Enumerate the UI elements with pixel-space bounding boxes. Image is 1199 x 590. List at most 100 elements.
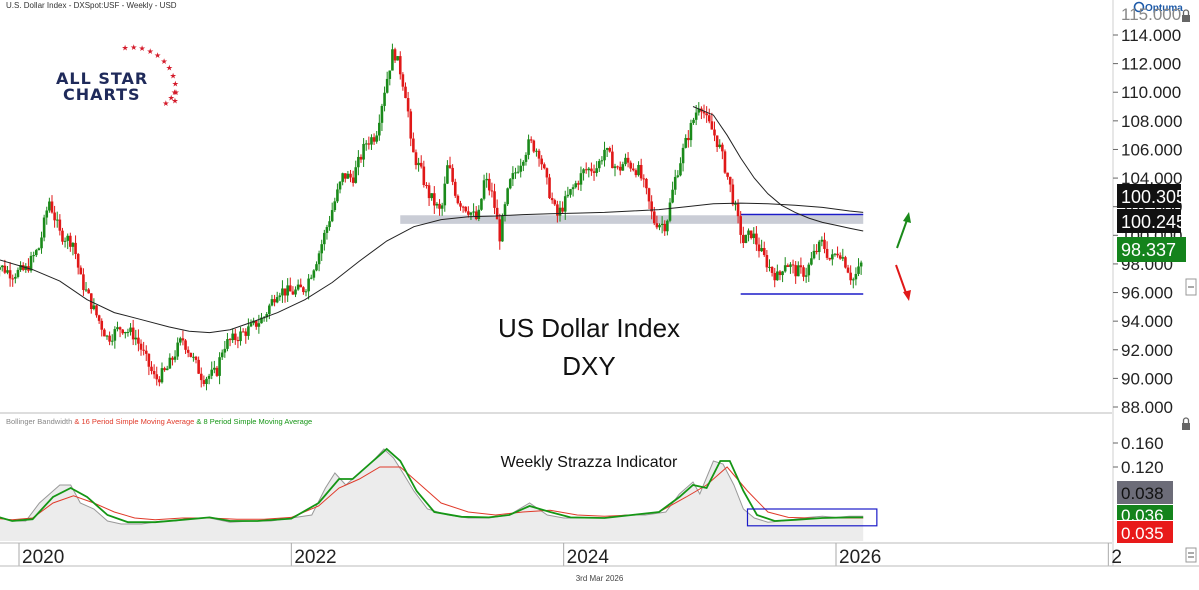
- price-bar-body: [333, 201, 337, 211]
- lock-icon-indicator[interactable]: [1182, 417, 1190, 430]
- price-bar-body: [542, 164, 546, 169]
- price-bar-body: [409, 111, 413, 139]
- price-bar-body: [82, 274, 85, 290]
- logo-star: ★: [139, 44, 146, 53]
- date-axis: 2020 2022 2024 2026 2: [0, 543, 1199, 568]
- price-bar-body: [249, 323, 253, 327]
- indicator-header: Bollinger Bandwidth & 16 Period Simple M…: [6, 417, 312, 426]
- chart-subtitle: DXY: [562, 351, 615, 381]
- price-bar-body: [744, 234, 748, 243]
- price-bar-body: [668, 202, 672, 221]
- price-bar-body: [268, 305, 271, 315]
- price-bar-body: [645, 178, 648, 189]
- price-bar-body: [503, 204, 507, 216]
- price-bar-body: [673, 176, 677, 190]
- price-label-current-text: 98.337: [1121, 240, 1176, 260]
- price-bar-body: [794, 265, 797, 277]
- price-bar-body: [422, 166, 426, 186]
- price-bar-body: [95, 305, 98, 316]
- price-bar-body: [260, 317, 263, 324]
- chart-date: 3rd Mar 2026: [575, 574, 624, 583]
- price-tick-label: 110.000: [1121, 83, 1181, 102]
- price-bar-body: [226, 339, 229, 349]
- price-bar-body: [477, 209, 481, 219]
- price-bar-body: [435, 203, 439, 206]
- logo-star: ★: [162, 99, 169, 108]
- price-bar-body: [749, 230, 753, 239]
- price-bar-body: [762, 248, 766, 256]
- price-bar-body: [150, 366, 153, 372]
- price-bar-body: [796, 265, 800, 277]
- price-bar-body: [11, 278, 15, 280]
- price-tick-label-top: 115.000: [1121, 5, 1181, 24]
- price-label-1-text: 100.305: [1121, 187, 1186, 207]
- price-bar-body: [844, 257, 847, 268]
- logo-star: ★: [172, 80, 179, 89]
- axis-scale-button[interactable]: [1185, 278, 1197, 296]
- price-tick-label: 96.000: [1121, 284, 1173, 303]
- price-bar-body: [519, 165, 523, 172]
- price-bar-body: [364, 143, 368, 145]
- price-bar-body: [283, 288, 287, 296]
- price-bar-body: [346, 173, 350, 179]
- price-bar-body: [50, 201, 54, 213]
- price-bar-body: [514, 172, 517, 174]
- price-bar-body: [715, 135, 719, 148]
- price-bar-body: [676, 175, 680, 177]
- indicator-tick-label: 0.120: [1121, 458, 1164, 477]
- price-bar-body: [309, 277, 313, 279]
- price-label-2: 100.245: [1117, 209, 1186, 233]
- price-bar-body: [548, 177, 551, 199]
- price-tick-label: 108.000: [1121, 112, 1182, 131]
- price-bar-body: [828, 257, 832, 260]
- indicator-header-bw: Bollinger Bandwidth: [6, 417, 73, 426]
- price-tick-label: 106.000: [1121, 140, 1182, 159]
- price-bar-body: [247, 326, 250, 336]
- price-bar-body: [684, 137, 687, 148]
- price-bar-body: [789, 264, 792, 267]
- price-tick-label: 90.000: [1121, 369, 1173, 388]
- price-bar-body: [296, 284, 300, 290]
- price-bar-body: [351, 177, 355, 183]
- indicator-label-sma8: 0.036: [1117, 505, 1173, 525]
- price-bar-body: [32, 255, 35, 257]
- price-bar-body: [14, 276, 17, 279]
- price-bar-body: [372, 137, 376, 142]
- price-bar-body: [584, 169, 588, 171]
- price-bar-body: [430, 193, 433, 199]
- price-bar-body: [577, 183, 580, 185]
- price-bar-body: [752, 233, 756, 239]
- logo-star: ★: [170, 71, 177, 80]
- price-bar-body: [561, 207, 564, 212]
- price-tick-label: 94.000: [1121, 312, 1173, 331]
- logo-star: ★: [172, 88, 179, 97]
- price-bar-body: [778, 271, 782, 276]
- price-bar-body: [126, 331, 130, 333]
- lock-icon[interactable]: [1182, 9, 1190, 22]
- price-bar-body: [378, 122, 381, 136]
- price-bar-body: [412, 138, 415, 153]
- price-bar-body: [768, 266, 771, 268]
- logo-line-1: ALL STAR: [56, 69, 148, 88]
- price-bar-body: [45, 210, 49, 218]
- price-bar-body: [328, 221, 331, 228]
- price-bar-body: [168, 357, 172, 369]
- bandwidth-area: [0, 449, 864, 541]
- price-tick-label: 112.000: [1121, 55, 1181, 74]
- price-bar-body: [736, 203, 740, 217]
- price-bar-body: [349, 173, 352, 178]
- price-bar-body: [317, 253, 321, 265]
- price-bar-body: [587, 168, 591, 171]
- price-bar-body: [532, 140, 536, 152]
- price-bar-body: [846, 267, 850, 273]
- price-bar-body: [113, 329, 117, 341]
- price-bar-body: [312, 270, 316, 278]
- price-bar-body: [367, 143, 371, 145]
- price-bar-body: [802, 267, 805, 277]
- up-arrow-icon: [896, 212, 911, 249]
- price-bar-body: [69, 235, 72, 247]
- price-bar-body: [734, 203, 737, 205]
- date-axis-scroll-button[interactable]: [1185, 547, 1197, 563]
- price-bar-body: [671, 189, 674, 203]
- price-bar-body: [92, 305, 96, 310]
